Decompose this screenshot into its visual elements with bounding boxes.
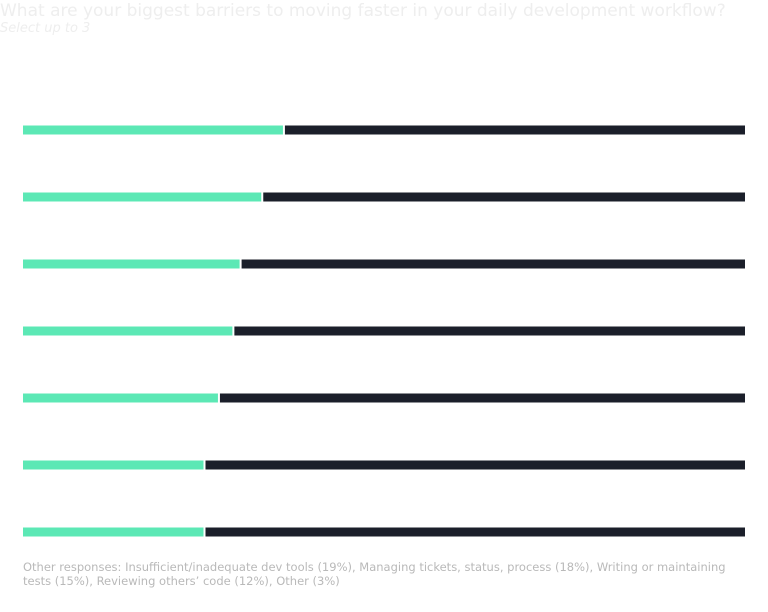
bar-track: [219, 393, 745, 403]
bar: [23, 259, 240, 269]
chart-subtitle: Select up to 3: [0, 21, 91, 36]
bar-track: [241, 259, 745, 269]
bar-track: [263, 192, 745, 202]
bar-track: [205, 527, 745, 537]
bar: [23, 192, 262, 202]
bar-track: [284, 125, 745, 135]
bar: [23, 527, 204, 537]
bar: [23, 326, 233, 336]
bar: [23, 393, 218, 403]
bar-track: [234, 326, 745, 336]
footnote: Other responses: Insufficient/inadequate…: [23, 560, 726, 588]
bar: [23, 125, 283, 135]
bar-track: [205, 460, 745, 470]
bar: [23, 460, 204, 470]
chart-title: What are your biggest barriers to moving…: [0, 1, 726, 21]
